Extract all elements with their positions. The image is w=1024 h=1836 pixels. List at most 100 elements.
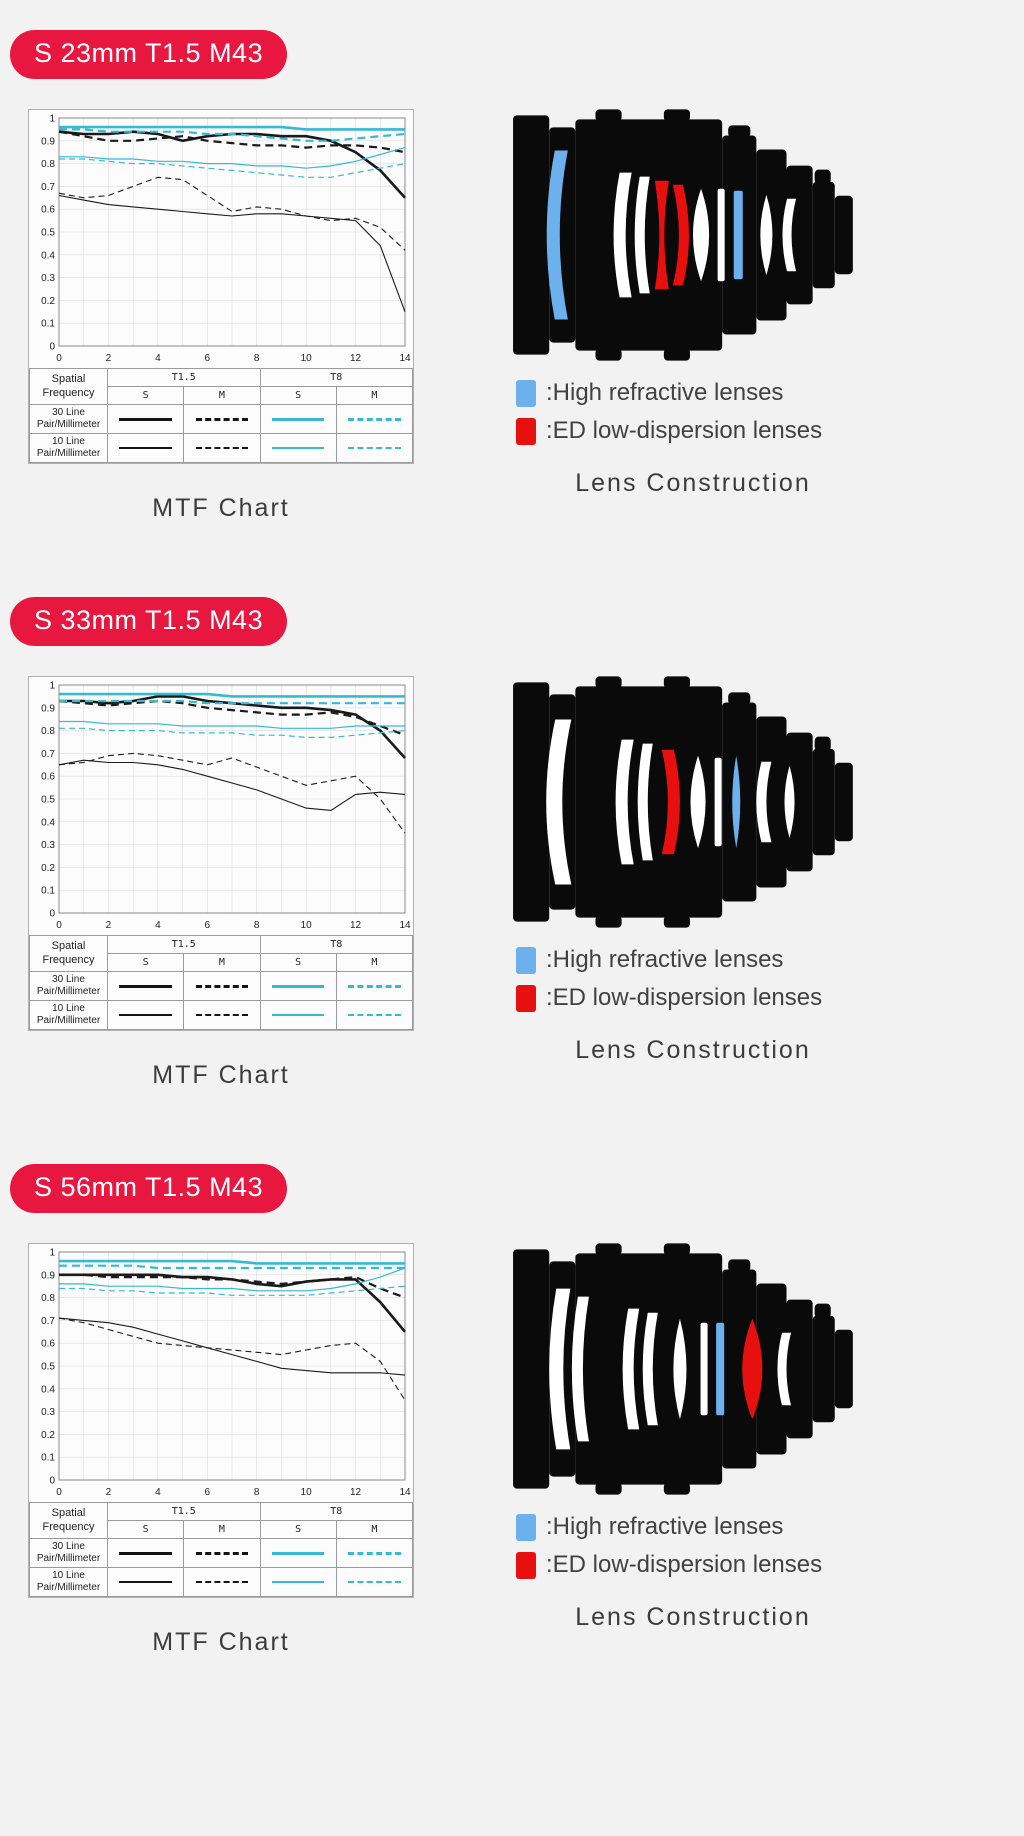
row-10lp-label: 10 Line Pair/Millimeter [29, 1000, 108, 1030]
lens-name-badge: S 56mm T1.5 M43 [10, 1164, 288, 1213]
legend-item-ed: :ED low-dispersion lenses [516, 417, 884, 445]
construction-legend: :High refractive lenses :ED low-dispersi… [516, 379, 884, 445]
svg-text:2: 2 [106, 353, 112, 364]
svg-text:0.8: 0.8 [41, 159, 55, 170]
sample-t8-s-10 [271, 447, 325, 449]
t15-header: T1.5 [107, 368, 261, 387]
sample-t8-m-10 [348, 1014, 401, 1016]
svg-text:8: 8 [254, 920, 260, 931]
s-header: S [259, 953, 337, 972]
svg-text:0.4: 0.4 [41, 817, 55, 828]
m-header: M [183, 1520, 261, 1539]
sample-t15-m-30 [195, 1551, 249, 1555]
t15-header: T1.5 [107, 935, 261, 954]
svg-text:2: 2 [106, 1487, 112, 1498]
sample-t8-s-10 [271, 1014, 325, 1016]
svg-text:10: 10 [301, 353, 313, 364]
t15-header: T1.5 [107, 1502, 261, 1521]
spatial-frequency-label: Spatial Frequency [29, 1502, 108, 1539]
sample-t8-s-30 [271, 417, 325, 421]
high-refractive-swatch-icon [516, 379, 536, 407]
svg-text:0.7: 0.7 [41, 1316, 55, 1327]
section-row: 1 0.9 0.8 0.7 0.6 0.5 0.4 0.3 0.2 0.1 0 0 2 4 6 8 10 12 14… [0, 109, 1024, 523]
sample-t15-s-30 [119, 984, 172, 988]
mtf-column: 1 0.9 0.8 0.7 0.6 0.5 0.4 0.3 0.2 0.1 0 0 2 4 6 8 10 12 14… [28, 1243, 414, 1657]
svg-text:0: 0 [49, 342, 55, 353]
mtf-chart-card: 1 0.9 0.8 0.7 0.6 0.5 0.4 0.3 0.2 0.1 0 0 2 4 6 8 10 12 14… [28, 676, 414, 1031]
high-refractive-swatch-icon [516, 1513, 536, 1541]
svg-text:0: 0 [49, 1476, 55, 1487]
high-refractive-label: :High refractive lenses [546, 379, 784, 406]
svg-text:2: 2 [106, 920, 112, 931]
sample-t15-s-10 [119, 447, 172, 449]
construction-legend: :High refractive lenses :ED low-dispersi… [516, 1513, 884, 1579]
construction-caption: Lens Construction [575, 1603, 811, 1631]
row-30lp-label: 30 Line Pair/Millimeter [29, 971, 108, 1001]
mtf-caption: MTF Chart [152, 494, 290, 522]
svg-text:4: 4 [155, 1487, 161, 1498]
svg-text:0.1: 0.1 [41, 886, 55, 897]
section-row: 1 0.9 0.8 0.7 0.6 0.5 0.4 0.3 0.2 0.1 0 0 2 4 6 8 10 12 14… [0, 676, 1024, 1090]
sample-t8-m-30 [348, 984, 401, 988]
construction-column: :High refractive lenses :ED low-dispersi… [502, 109, 884, 523]
mtf-chart: 1 0.9 0.8 0.7 0.6 0.5 0.4 0.3 0.2 0.1 00 2 4 6 8 10 12 14 [29, 1244, 413, 1502]
svg-text:0.6: 0.6 [41, 1339, 55, 1350]
mtf-chart-card: 1 0.9 0.8 0.7 0.6 0.5 0.4 0.3 0.2 0.1 0 0 2 4 6 8 10 12 14… [28, 109, 414, 464]
svg-text:6: 6 [205, 920, 211, 931]
legend-item-ed: :ED low-dispersion lenses [516, 1551, 884, 1579]
svg-text:0: 0 [56, 920, 62, 931]
svg-text:0.1: 0.1 [41, 319, 55, 330]
svg-text:14: 14 [399, 353, 411, 364]
lens-name-badge: S 23mm T1.5 M43 [10, 30, 288, 79]
s-header: S [106, 1520, 185, 1539]
mtf-column: 1 0.9 0.8 0.7 0.6 0.5 0.4 0.3 0.2 0.1 0 0 2 4 6 8 10 12 14… [28, 109, 414, 523]
svg-text:0: 0 [56, 353, 62, 364]
high-refractive-label: :High refractive lenses [546, 1513, 784, 1540]
ed-swatch-icon [516, 1551, 536, 1579]
row-10lp-label: 10 Line Pair/Millimeter [29, 1567, 108, 1597]
svg-text:1: 1 [49, 1248, 55, 1259]
sample-t15-s-10 [119, 1014, 172, 1016]
sample-t8-s-30 [271, 984, 325, 988]
sample-t15-s-30 [119, 417, 172, 421]
lens-section-56mm: S 56mm T1.5 M43 1 0.9 0.8 0.7 0.6 0.5 0.4 0.3 0.… [0, 1148, 1024, 1657]
svg-text:12: 12 [350, 353, 362, 364]
m-header: M [335, 386, 414, 405]
high-refractive-label: :High refractive lenses [546, 946, 784, 973]
sample-t15-m-30 [195, 417, 249, 421]
mtf-chart: 1 0.9 0.8 0.7 0.6 0.5 0.4 0.3 0.2 0.1 00 2 4 6 8 10 12 14 [29, 677, 413, 935]
svg-text:4: 4 [155, 353, 161, 364]
svg-text:10: 10 [301, 920, 313, 931]
svg-text:0.5: 0.5 [41, 1362, 55, 1373]
lens-section-23mm: S 23mm T1.5 M43 1 0.9 0.8 0.7 0.6 0.5 0.4 0.3 0.… [0, 14, 1024, 523]
ed-swatch-icon [516, 417, 536, 445]
svg-text:0.8: 0.8 [41, 726, 55, 737]
svg-text:6: 6 [205, 1487, 211, 1498]
svg-text:0.6: 0.6 [41, 772, 55, 783]
svg-text:8: 8 [254, 353, 260, 364]
spatial-frequency-label: Spatial Frequency [29, 368, 108, 405]
legend-item-high-refractive: :High refractive lenses [516, 1513, 884, 1541]
svg-text:0.3: 0.3 [41, 1407, 55, 1418]
svg-text:4: 4 [155, 920, 161, 931]
sample-t15-s-10 [119, 1581, 172, 1583]
t8-header: T8 [259, 1502, 413, 1521]
svg-text:0.2: 0.2 [41, 863, 55, 874]
svg-text:0.3: 0.3 [41, 273, 55, 284]
lens-name-badge: S 33mm T1.5 M43 [10, 597, 288, 646]
svg-text:12: 12 [350, 1487, 362, 1498]
svg-text:0.4: 0.4 [41, 1384, 55, 1395]
svg-text:0.2: 0.2 [41, 296, 55, 307]
row-30lp-label: 30 Line Pair/Millimeter [29, 404, 108, 434]
sample-t8-m-10 [348, 1581, 401, 1583]
svg-text:0.5: 0.5 [41, 795, 55, 806]
svg-text:6: 6 [205, 353, 211, 364]
sample-t8-s-10 [271, 1581, 325, 1583]
m-header: M [183, 386, 261, 405]
sample-t15-m-10 [195, 1581, 249, 1583]
mtf-legend-table: Spatial Frequency T1.5 T8 S M S M 30 Lin… [29, 1502, 414, 1597]
svg-text:14: 14 [399, 920, 411, 931]
lens-construction-diagram [513, 109, 853, 361]
svg-text:0.6: 0.6 [41, 205, 55, 216]
mtf-legend-table: Spatial Frequency T1.5 T8 S M S M 30 Lin… [29, 935, 414, 1030]
